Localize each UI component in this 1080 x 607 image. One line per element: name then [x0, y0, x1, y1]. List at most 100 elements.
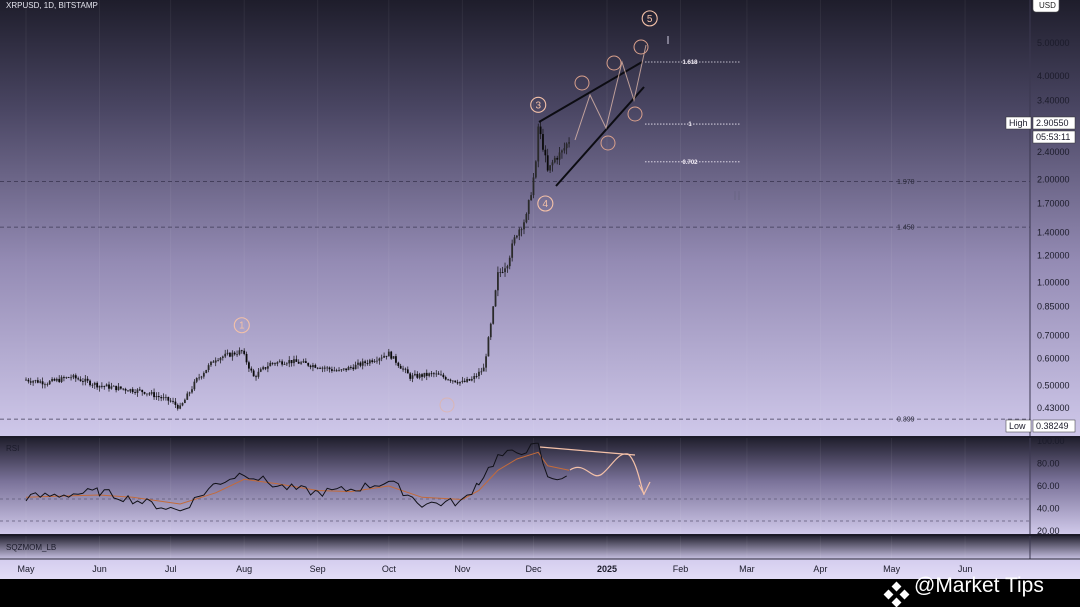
candle-59: [165, 394, 167, 401]
candle-body: [537, 126, 540, 162]
rsi-divergence-line: [539, 446, 636, 456]
candle-body: [366, 363, 369, 364]
candle-body: [335, 370, 338, 372]
candle-95: [250, 366, 253, 373]
flag-label: Low: [1009, 421, 1026, 431]
candle-body: [70, 377, 72, 379]
candle-body: [478, 371, 480, 377]
candle-129: [331, 366, 333, 373]
candle-body: [58, 378, 61, 382]
candle-body: [404, 368, 407, 370]
candle-body: [513, 237, 516, 244]
candle-body: [91, 384, 94, 386]
candle-body: [494, 290, 497, 307]
candle-body: [100, 385, 103, 387]
candle-body: [48, 381, 51, 385]
candle-body: [487, 337, 490, 357]
candle-body: [146, 393, 148, 395]
price-tick-1: 4.00000: [1037, 71, 1070, 81]
candle-body: [224, 353, 227, 357]
candle-52: [148, 391, 151, 396]
candle-body: [473, 376, 476, 380]
candle-body: [84, 378, 87, 382]
currency-badge[interactable]: [1032, 0, 1060, 13]
candle-body: [179, 405, 182, 409]
candle-163: [411, 372, 414, 383]
candle-body: [229, 352, 231, 357]
candle-10: [48, 379, 51, 385]
time-tick-12: May: [883, 564, 901, 574]
candle-109: [283, 361, 286, 365]
candle-body: [219, 357, 222, 361]
candle-176: [442, 372, 445, 379]
candle-148: [376, 356, 378, 364]
candle-107: [278, 359, 281, 363]
candle-178: [447, 378, 450, 381]
candle-26: [86, 376, 89, 383]
candle-body: [402, 368, 404, 370]
candle-body: [470, 379, 473, 381]
candle-body: [504, 268, 506, 273]
candle-106: [276, 361, 279, 367]
candle-body: [380, 357, 383, 359]
candle-118: [304, 358, 307, 364]
candle-108: [281, 359, 284, 367]
candle-0: [25, 377, 27, 381]
candle-body: [188, 392, 191, 394]
candle-body: [150, 392, 153, 394]
candle-body: [323, 367, 326, 369]
candle-body: [354, 364, 357, 370]
candle-body: [466, 379, 468, 382]
candle-214: [532, 172, 535, 199]
candle-80: [214, 357, 217, 367]
watermark: @Market Tips: [883, 574, 1044, 607]
candle-body: [378, 358, 381, 361]
wedge-lower-line: [555, 86, 645, 187]
candle-body: [39, 381, 42, 383]
wave-circle: [233, 317, 250, 334]
candle-133: [340, 368, 343, 372]
candle-body: [451, 380, 454, 382]
fib-label-0: 1.618: [682, 60, 698, 66]
candle-33: [103, 385, 106, 390]
candle-body: [103, 386, 106, 387]
candle-90: [238, 347, 241, 356]
candle-body: [98, 385, 101, 388]
candlestick-series: [25, 120, 570, 411]
candle-104: [271, 362, 274, 366]
candle-130: [333, 366, 336, 372]
candle-body: [304, 361, 307, 363]
candle-body: [523, 222, 525, 230]
main-pane-bg: [0, 0, 1080, 437]
candle-18: [67, 376, 70, 379]
candle-body: [278, 361, 281, 363]
wave-circle: [530, 96, 547, 113]
candle-206: [513, 234, 516, 246]
candle-164: [414, 370, 416, 377]
candle-body: [435, 373, 438, 375]
wave-labels: 1 3 4 5: [233, 10, 658, 334]
candle-body: [364, 361, 367, 364]
candle-132: [338, 367, 340, 372]
candle-body: [34, 380, 37, 382]
time-tick-6: Nov: [454, 564, 471, 574]
candle-146: [371, 358, 374, 364]
candle-180: [451, 380, 454, 384]
candle-body: [328, 367, 331, 370]
candle-92: [243, 348, 246, 356]
candle-body: [293, 359, 295, 364]
candle-205: [511, 239, 514, 262]
currency-label: USD: [1039, 1, 1056, 10]
candle-135: [345, 368, 348, 373]
candle-83: [221, 355, 224, 361]
candle-body: [285, 363, 288, 365]
subwave-label-ii: [600, 135, 616, 151]
candle-183: [459, 381, 461, 386]
candle-170: [428, 372, 431, 378]
candle-body: [72, 375, 75, 378]
candle-body: [399, 365, 402, 369]
candle-body: [221, 356, 224, 358]
candle-body: [233, 352, 236, 355]
